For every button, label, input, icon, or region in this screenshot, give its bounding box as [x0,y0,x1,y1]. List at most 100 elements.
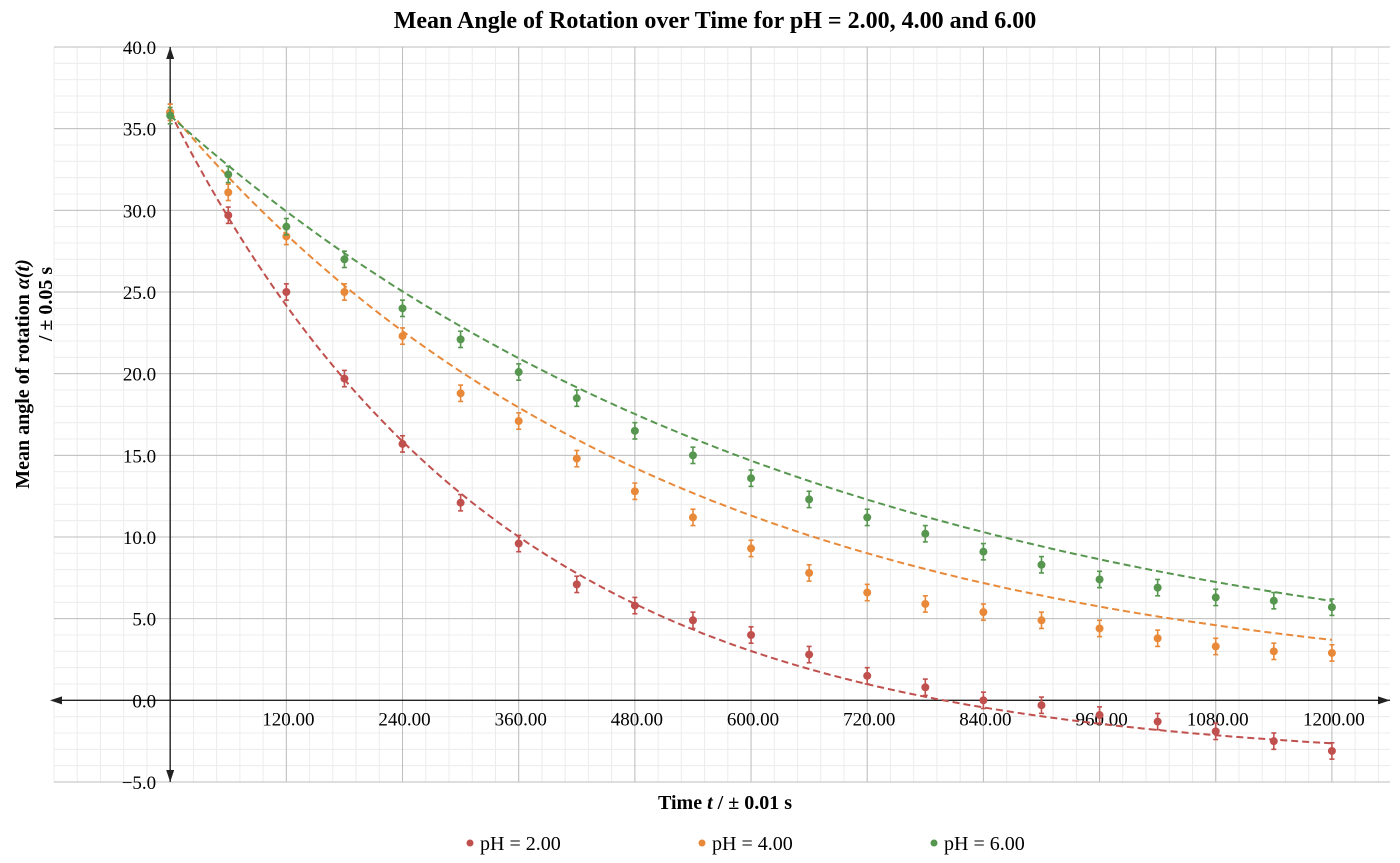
data-point [921,599,930,608]
data-point [224,170,233,179]
data-points [166,103,1336,760]
x-tick-label: 240.00 [378,709,430,730]
data-point [688,451,697,460]
y-tick-label: 35.0 [123,120,156,141]
legend-label: pH = 6.00 [944,833,1025,855]
data-point [1327,648,1336,657]
data-point [282,288,291,296]
data-point [1269,737,1278,746]
data-point [863,671,872,680]
fit-curve [169,111,1333,641]
legend-label: pH = 4.00 [712,833,793,855]
data-point [747,474,756,483]
legend-marker [698,839,706,847]
data-point [514,368,523,377]
y-tick-label: 0.0 [132,691,156,712]
legend-marker [466,839,474,847]
data-point [340,288,349,296]
data-point [979,547,988,556]
x-tick-label: 360.00 [495,709,547,730]
y-tick-labels: 40.0 35.0 30.0 25.0 20.0 15.0 10.0 5.0 0.0 −5.0 [122,38,156,794]
x-axis-arrow-right [1378,696,1390,705]
data-point [1037,560,1046,569]
y-tick-label: −5.0 [122,773,156,794]
y-tick-label: 30.0 [123,201,156,222]
data-point [863,588,872,597]
x-axis-label: Time t / ± 0.01 s [658,792,792,814]
data-point [398,304,407,313]
fit-curve [169,111,1332,745]
x-tick-label: 120.00 [262,709,314,730]
data-point [514,539,523,548]
grid-major [54,46,1390,783]
data-point [630,426,639,435]
data-point [572,580,581,589]
data-point [166,111,175,120]
data-point [1211,593,1220,602]
data-point [1211,727,1220,736]
data-point [1153,717,1162,726]
data-point [1153,583,1162,592]
data-point [805,568,814,577]
data-point [688,616,697,625]
x-tick-label: 720.00 [843,709,895,730]
y-axis-arrow-down [166,770,175,782]
data-point [572,454,581,463]
x-tick-labels: 120.00 240.00 360.00 480.00 600.00 720.00 840.… [262,709,1365,730]
data-point [630,601,639,610]
x-tick-label: 1080.00 [1187,709,1249,730]
y-tick-label: 15.0 [123,446,156,467]
data-point [282,222,291,231]
fit-curve [169,114,1333,602]
data-point [921,683,930,692]
data-point [456,335,465,344]
data-point [572,394,581,403]
data-point [1153,634,1162,643]
y-tick-label: 40.0 [123,38,156,59]
data-point [630,487,639,496]
y-tick-label: 5.0 [132,610,156,631]
data-point [398,332,407,341]
data-point [1095,624,1104,633]
data-point [224,188,233,197]
axes [50,47,1390,782]
data-point [979,608,988,617]
y-axis-label: Mean angle of rotation α(t) / ± 0.05 s [12,259,57,489]
data-point [1095,711,1104,720]
data-point [1037,701,1046,710]
data-point [1211,642,1220,651]
data-point [456,498,465,507]
data-point [514,417,523,426]
data-point [340,374,349,383]
data-point [921,529,930,538]
data-point [1037,616,1046,625]
legend-marker [930,839,938,847]
y-tick-label: 25.0 [123,283,156,304]
data-point [805,495,814,504]
data-point [805,650,814,659]
data-point [747,544,756,553]
data-point [456,389,465,398]
x-tick-label: 600.00 [727,709,779,730]
data-point [688,513,697,522]
data-point [1269,647,1278,656]
data-point [747,631,756,639]
fit-curves [169,111,1333,745]
y-tick-label: 10.0 [123,528,156,549]
x-tick-label: 840.00 [959,709,1011,730]
svg-text:Mean angle of rotation α(t): Mean angle of rotation α(t) [12,259,34,489]
legend: pH = 2.00 pH = 4.00 pH = 6.00 [466,833,1025,855]
data-point [398,439,407,448]
data-point [1095,575,1104,584]
data-point [1327,746,1336,755]
x-tick-label: 1200.00 [1303,709,1365,730]
data-point [340,255,349,264]
data-point [1269,596,1278,605]
y-tick-label: 20.0 [123,365,156,386]
grid-minor [53,46,1390,783]
data-point [863,513,872,522]
x-tick-label: 480.00 [611,709,663,730]
legend-label: pH = 2.00 [480,833,561,855]
data-point [1327,603,1336,612]
